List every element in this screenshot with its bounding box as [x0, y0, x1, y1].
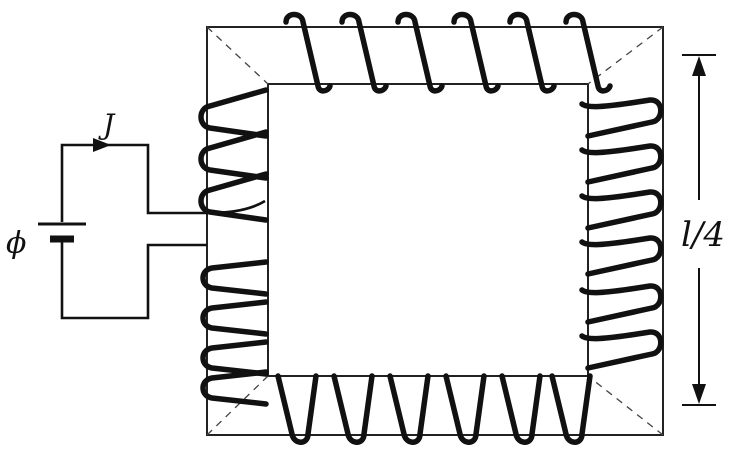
- coil-turn-left-lower: [200, 259, 269, 297]
- coil-turn-bottom: [499, 373, 543, 445]
- coil-turn-right: [579, 235, 664, 277]
- lower-lead-wire: [60, 241, 207, 320]
- current-arrow-icon: [93, 138, 111, 152]
- coil-turn-left-upper: [198, 129, 269, 181]
- battery-symbol: [38, 222, 86, 243]
- core-corner-seams: [206, 26, 664, 436]
- dimension-arrow-down-icon: [692, 384, 706, 404]
- coil-turn-left-lower: [200, 299, 269, 337]
- coil-turn-top: [451, 11, 501, 94]
- coil-turn-right: [579, 97, 664, 139]
- current-label: J: [98, 108, 116, 141]
- dimension-arrow-up-icon: [692, 56, 706, 76]
- core-outer-edge: [206, 26, 664, 436]
- coil-turn-right: [579, 283, 664, 325]
- coil-turn-bottom: [275, 373, 319, 445]
- coil-turn-right: [579, 143, 664, 185]
- coil-turn-bottom: [331, 373, 375, 445]
- coil-turn-top: [507, 11, 557, 94]
- dimension-line: [682, 54, 716, 406]
- coil-turn-right: [579, 329, 664, 371]
- coil-turn-right: [579, 189, 664, 231]
- coil-turn-top: [563, 11, 613, 94]
- coil-turn-left-lower: [200, 369, 269, 407]
- emf-label: ϕ: [6, 226, 26, 261]
- coil-turn-top: [283, 11, 333, 94]
- corner-seam-bottom-left: [206, 375, 269, 436]
- coil-turn-bottom: [549, 373, 593, 445]
- coil-turn-top: [395, 11, 445, 94]
- coil-turn-top: [339, 11, 389, 94]
- battery-circuit: [60, 143, 266, 320]
- coil-windings: [198, 11, 664, 445]
- corner-seam-top-left: [206, 26, 269, 85]
- core-inner-edge: [267, 83, 589, 377]
- corner-seam-bottom-right: [587, 375, 664, 436]
- corner-seam-top-right: [587, 26, 664, 85]
- side-length-label: l/4: [681, 215, 725, 255]
- coil-turn-bottom: [443, 373, 487, 445]
- coil-turn-bottom: [387, 373, 431, 445]
- coil-turn-left-upper: [198, 87, 269, 139]
- upper-lead-wire: [60, 143, 266, 222]
- coil-turn-left-lower: [200, 339, 269, 377]
